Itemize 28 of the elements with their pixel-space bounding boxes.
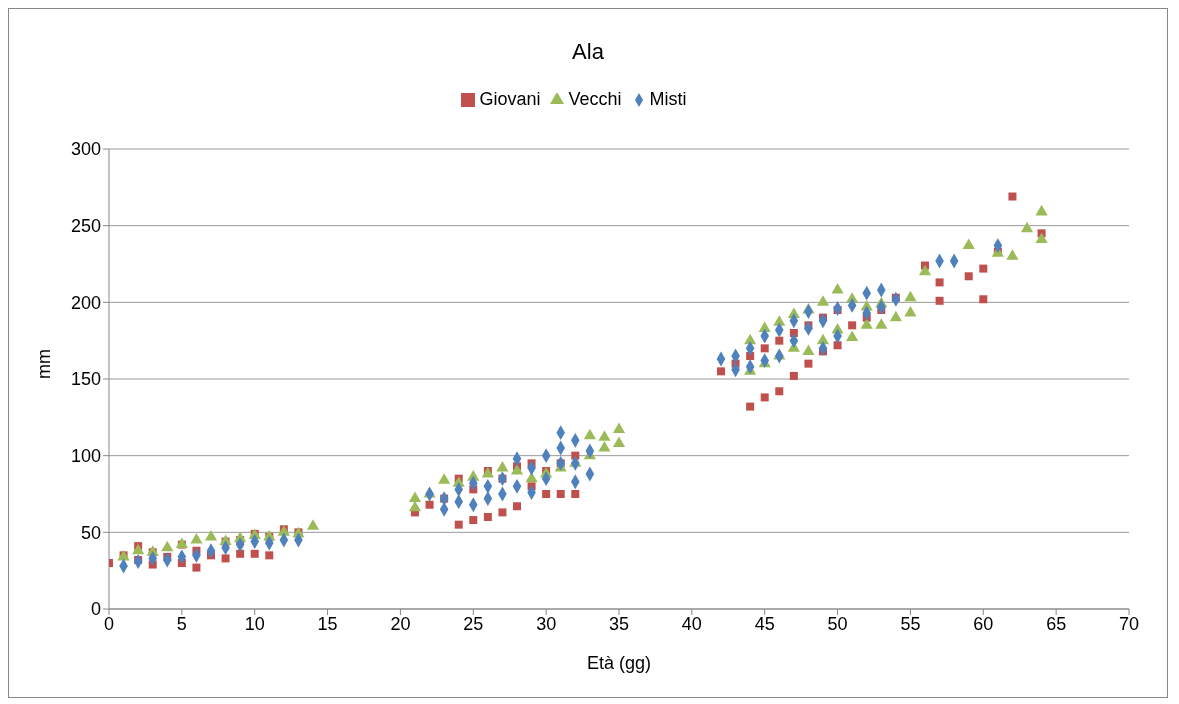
x-tick-label: 35 — [608, 613, 630, 634]
legend-label: Misti — [649, 89, 687, 109]
y-tick-label: 0 — [90, 599, 101, 620]
x-tick-label: 40 — [681, 613, 702, 634]
x-tick-label: 70 — [1118, 613, 1140, 634]
y-tick-label: 50 — [80, 522, 101, 543]
y-axis-title: mm — [34, 349, 55, 379]
x-tick-label: 30 — [536, 613, 557, 634]
chart-title: Ala — [571, 39, 605, 65]
x-tick-label: 0 — [103, 613, 115, 634]
x-axis-title: Età (gg) — [586, 653, 652, 673]
x-tick-label: 60 — [973, 613, 994, 634]
x-tick-label: 50 — [827, 613, 848, 634]
y-tick-label: 250 — [70, 216, 101, 237]
legend-label: Vecchi — [568, 89, 622, 109]
x-tick-label: 15 — [317, 613, 338, 634]
x-tick-label: 45 — [754, 613, 775, 634]
x-tick-label: 55 — [900, 613, 921, 634]
y-tick-label: 150 — [70, 369, 101, 390]
y-tick-label: 300 — [70, 139, 101, 160]
legend-label: Giovani — [479, 89, 541, 109]
x-tick-label: 25 — [463, 613, 484, 634]
x-tick-label: 20 — [390, 613, 411, 634]
x-tick-label: 65 — [1046, 613, 1067, 634]
x-tick-label: 10 — [244, 613, 265, 634]
y-tick-label: 100 — [70, 446, 101, 467]
y-tick-label: 200 — [70, 292, 101, 313]
x-tick-label: 5 — [176, 613, 187, 634]
